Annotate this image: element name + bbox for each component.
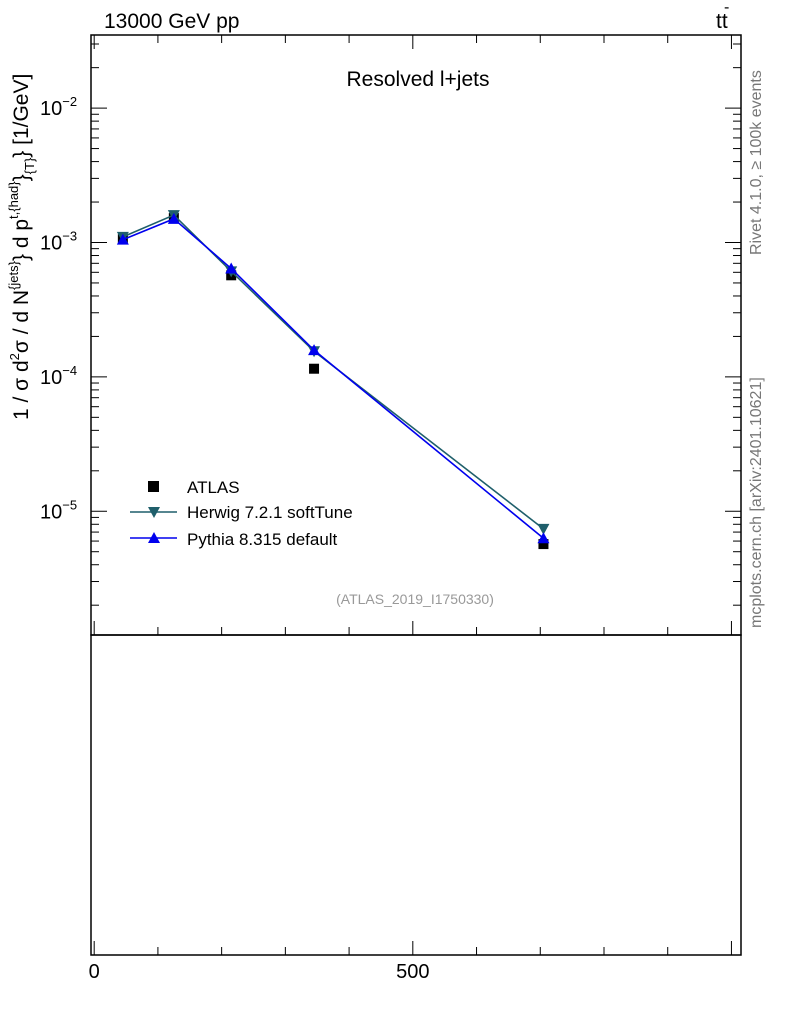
data-point-pythia <box>225 262 238 274</box>
x-tick-label: 500 <box>396 961 429 983</box>
data-point-pythia <box>116 233 129 245</box>
data-point-atlas <box>538 539 549 550</box>
y-axis-label: 1 / σ d2σ / d N{jets}} d pt,{had}}{T}} [… <box>6 74 37 420</box>
legend-marker-herwig <box>148 507 160 518</box>
process-label: tt <box>716 10 728 33</box>
process-bar: - <box>724 0 729 16</box>
legend-label-herwig: Herwig 7.2.1 softTune <box>187 503 353 522</box>
x-tick-label: 0 <box>89 961 100 983</box>
legend: ATLAS Herwig 7.2.1 softTune Pythia 8.315… <box>130 478 353 549</box>
data-point-pythia <box>308 344 321 356</box>
y-tick-label: 10−5 <box>40 497 77 523</box>
legend-label-atlas: ATLAS <box>187 478 240 497</box>
data-point-pythia <box>537 532 550 544</box>
y-tick-label: 10−3 <box>40 228 77 254</box>
data-point-herwig <box>537 523 550 535</box>
legend-label-pythia: Pythia 8.315 default <box>187 530 338 549</box>
plot-title: Resolved l+jets <box>347 68 490 91</box>
mcplots-label: mcplots.cern.ch [arXiv:2401.10621] <box>748 377 765 628</box>
rivet-label: Rivet 4.1.0, ≥ 100k events <box>748 70 765 255</box>
series-line-pythia <box>122 217 544 539</box>
energy-label: 13000 GeV pp <box>104 10 239 33</box>
legend-marker-atlas <box>148 481 159 492</box>
data-point-pythia <box>167 212 180 224</box>
y-tick-label: 10−4 <box>40 363 77 389</box>
data-series <box>116 210 550 550</box>
axis-ticks: 10−2 10−3 10−4 10−5 0 500 <box>40 35 741 983</box>
ratio-plot-frame <box>90 634 742 956</box>
analysis-tag: (ATLAS_2019_I1750330) <box>336 591 494 607</box>
legend-marker-pythia <box>148 532 160 543</box>
series-line-herwig <box>122 214 544 530</box>
y-tick-label: 10−2 <box>40 94 77 120</box>
data-point-atlas <box>309 363 320 374</box>
